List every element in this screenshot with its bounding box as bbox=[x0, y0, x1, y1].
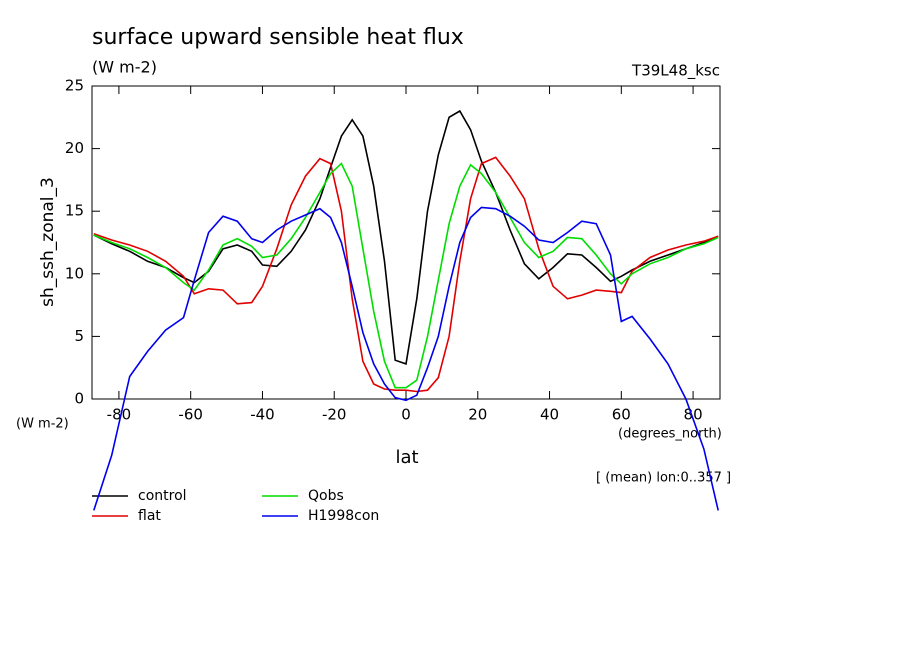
series-line bbox=[93, 162, 719, 389]
note: [ (mean) lon:0..357 ] bbox=[596, 471, 731, 486]
y-tick-label: 10 bbox=[65, 264, 84, 282]
y-tick-label: 0 bbox=[74, 390, 84, 408]
plot-frame bbox=[91, 85, 721, 400]
x-tick-label: 0 bbox=[401, 406, 411, 424]
legend-label: control bbox=[138, 488, 187, 504]
y-tick-label: 25 bbox=[65, 77, 84, 95]
x-tick-label: -60 bbox=[178, 406, 203, 424]
x-units: (degrees_north) bbox=[618, 427, 722, 442]
series-line bbox=[93, 206, 719, 511]
chart-title: surface upward sensible heat flux bbox=[92, 25, 464, 50]
y-tick-label: 15 bbox=[65, 202, 84, 220]
legend-label: flat bbox=[138, 508, 161, 524]
x-tick-label: 60 bbox=[612, 406, 631, 424]
chart-subtitle: (W m-2) bbox=[92, 58, 157, 77]
x-tick-label: 20 bbox=[468, 406, 487, 424]
x-axis-label: lat bbox=[395, 447, 418, 468]
legend-label: H1998con bbox=[308, 508, 379, 524]
series-line bbox=[93, 109, 719, 365]
y-axis-label: sh_ssh_zonal_3 bbox=[38, 177, 58, 307]
legend-label: Qobs bbox=[308, 488, 344, 504]
x-tick-label: -80 bbox=[107, 406, 132, 424]
x-tick-label: 40 bbox=[540, 406, 559, 424]
x-tick-label: -20 bbox=[322, 406, 347, 424]
y-units: (W m-2) bbox=[16, 417, 69, 432]
y-tick-label: 5 bbox=[74, 327, 84, 345]
run-label: T39L48_ksc bbox=[631, 62, 720, 81]
series-line bbox=[93, 156, 719, 393]
x-tick-label: -40 bbox=[250, 406, 275, 424]
x-tick-label: 80 bbox=[684, 406, 703, 424]
y-tick-label: 20 bbox=[65, 139, 84, 157]
